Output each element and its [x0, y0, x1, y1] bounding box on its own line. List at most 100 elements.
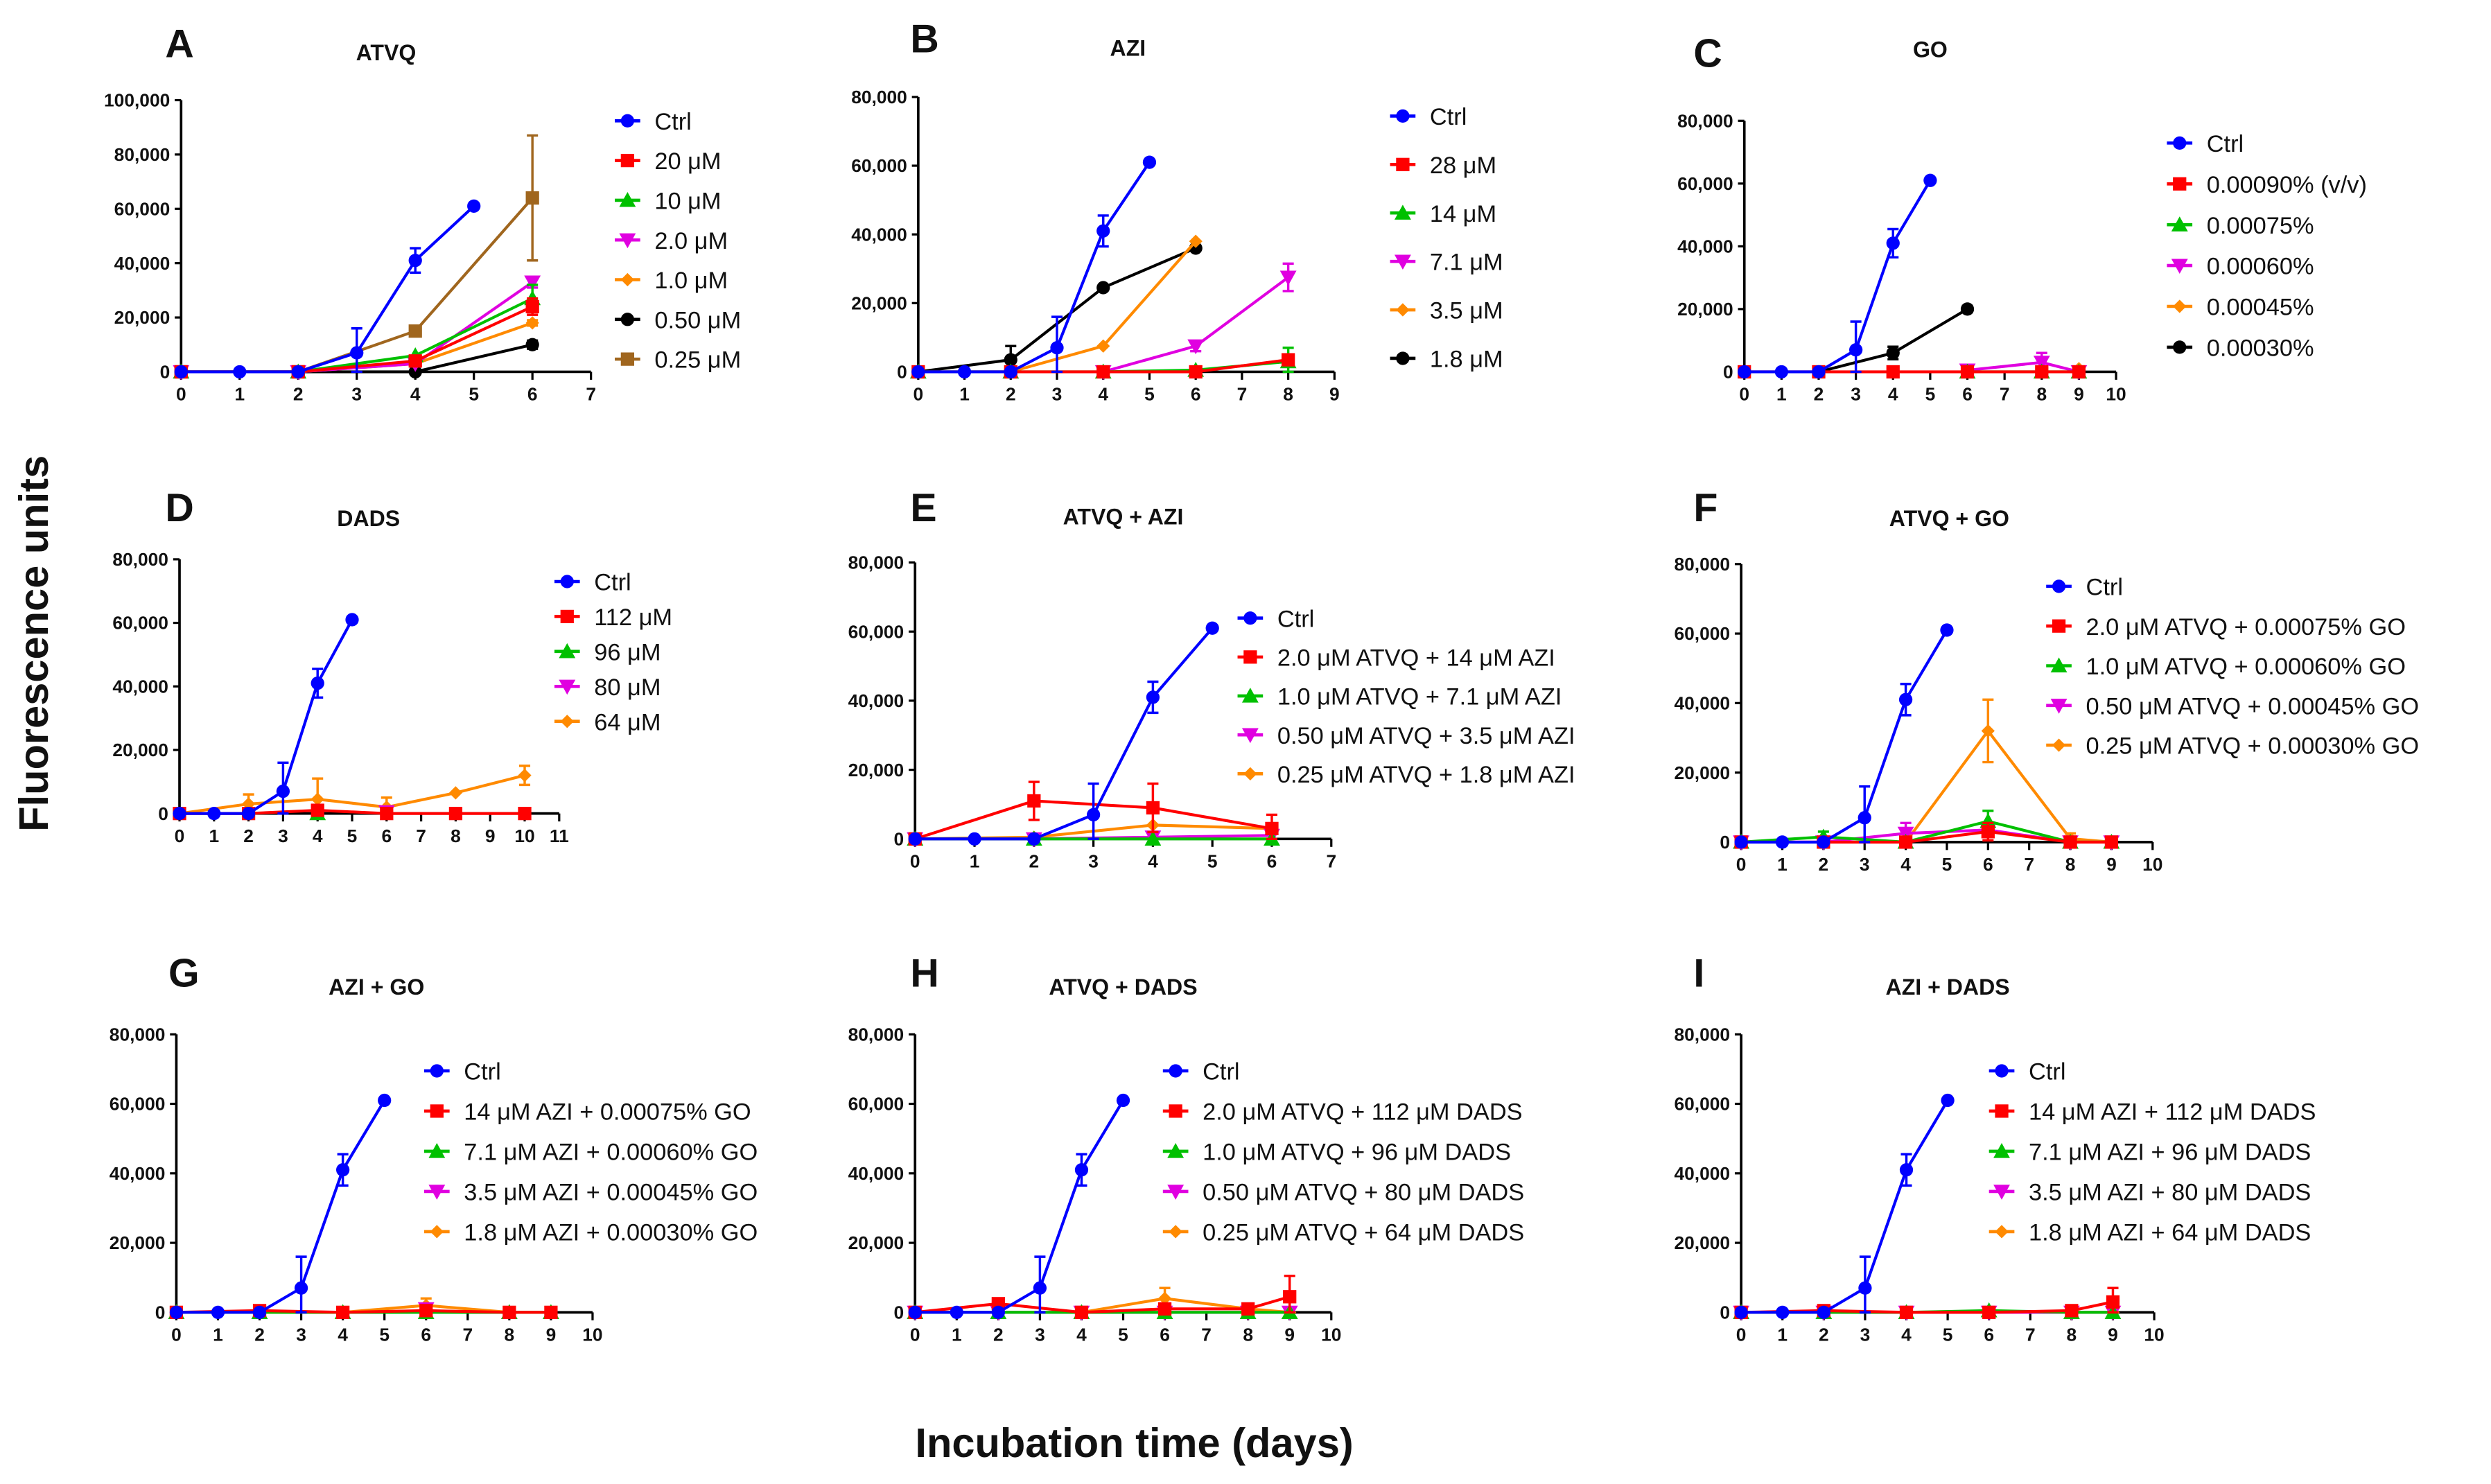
legend-marker [560, 575, 574, 588]
panel-letter: I [1693, 951, 1704, 995]
series-0 [1734, 1093, 1955, 1319]
x-tick-label: 6 [421, 1325, 431, 1345]
x-tick-label: 5 [1942, 854, 1952, 875]
data-point [1738, 365, 1751, 379]
data-point [1982, 1305, 1996, 1319]
x-tick-label: 5 [1943, 1325, 1953, 1345]
legend-marker [2052, 738, 2066, 752]
legend-label: 14 μM [1430, 201, 1496, 227]
x-tick-label: 7 [2025, 1325, 2036, 1345]
data-point [1142, 155, 1157, 169]
data-point [1960, 302, 1975, 316]
x-tick-label: 10 [1321, 1325, 1341, 1345]
legend-marker [559, 643, 576, 658]
panel-letter: F [1693, 486, 1718, 530]
legend-entry: Ctrl [615, 109, 692, 135]
data-point [1157, 1302, 1172, 1316]
y-tick-label: 40,000 [114, 253, 171, 274]
legend-label: Ctrl [2207, 131, 2244, 157]
data-point [408, 254, 422, 268]
x-tick-label: 2 [1819, 854, 1829, 875]
legend-label: 0.50 μM ATVQ + 80 μM DADS [1203, 1180, 1524, 1206]
legend-marker [2173, 340, 2187, 354]
data-point [1187, 339, 1205, 355]
data-point [1074, 1305, 1089, 1319]
series-line [915, 1295, 1291, 1314]
x-tick-label: 6 [1191, 384, 1201, 405]
data-point [908, 1305, 922, 1319]
x-tick-label: 5 [379, 1325, 390, 1345]
legend-entry: 1.0 μM ATVQ + 0.00060% GO [2046, 654, 2406, 680]
legend-entry: Ctrl [2046, 574, 2123, 600]
y-tick-label: 60,000 [112, 613, 168, 634]
data-point [991, 1305, 1005, 1319]
legend-marker [1993, 1185, 2010, 1200]
legend-label: Ctrl [1430, 104, 1467, 130]
legend-label: Ctrl [594, 570, 631, 596]
legend-entry: 1.0 μM [615, 268, 728, 294]
panel-letter: C [1693, 31, 1722, 76]
x-tick-label: 0 [914, 384, 924, 405]
x-tick-label: 3 [1851, 384, 1861, 405]
legend-entry: 3.5 μM AZI + 80 μM DADS [1989, 1180, 2311, 1206]
data-point [1817, 1305, 1830, 1319]
data-point [408, 354, 422, 368]
data-point [1096, 365, 1110, 379]
legend-marker [1241, 728, 1259, 744]
y-tick-label: 80,000 [848, 552, 904, 573]
legend-entry: 14 μM AZI + 112 μM DADS [1989, 1099, 2316, 1126]
data-point [911, 365, 925, 379]
legend-entry: Ctrl [1162, 1059, 1240, 1085]
legend-entry: Ctrl [2167, 131, 2244, 157]
legend-label: Ctrl [1277, 606, 1314, 632]
x-tick-label: 2 [1814, 384, 1824, 405]
legend-entry: 14 μM AZI + 0.00075% GO [423, 1099, 751, 1126]
x-tick-label: 1 [959, 384, 970, 405]
legend-label: 0.50 μM [654, 307, 741, 333]
legend-label: 3.5 μM AZI + 80 μM DADS [2029, 1180, 2311, 1206]
data-point [524, 275, 541, 291]
x-tick-label: 0 [171, 1325, 182, 1345]
x-tick-label: 10 [2106, 384, 2126, 405]
legend-entry: 14 μM [1390, 201, 1496, 227]
legend-label: 0.00060% [2207, 254, 2314, 280]
series-0 [173, 613, 359, 821]
y-tick-label: 80,000 [1675, 1024, 1731, 1045]
legend-marker [1243, 650, 1257, 664]
y-tick-label: 0 [894, 828, 904, 849]
y-tick-label: 0 [1720, 832, 1730, 853]
x-tick-label: 1 [1777, 854, 1788, 875]
x-tick-label: 9 [546, 1325, 557, 1345]
data-point [1050, 341, 1064, 355]
x-tick-label: 9 [2108, 1325, 2118, 1345]
legend-label: 2.0 μM [654, 228, 728, 254]
x-tick-label: 0 [1736, 854, 1747, 875]
data-point [1960, 365, 1975, 379]
panel-b: B AZI 0 20,000 40,000 60,000 80,000 0 1 2 3 4 5 6 7 8 9 C… [851, 17, 1503, 405]
legend-entry: 96 μM [554, 639, 661, 665]
data-point [525, 338, 539, 351]
legend-marker [1995, 1064, 2009, 1078]
series-line [180, 619, 353, 815]
data-point [2106, 1295, 2120, 1309]
legend-label: Ctrl [464, 1059, 500, 1085]
legend-marker [620, 272, 635, 287]
data-point [908, 832, 922, 846]
y-tick-label: 40,000 [1677, 236, 1733, 257]
legend-entry: 1.8 μM [1390, 347, 1503, 373]
data-point [1775, 835, 1790, 849]
legend-label: 20 μM [654, 148, 721, 175]
y-tick-label: 80,000 [1677, 110, 1733, 131]
data-point [525, 191, 539, 205]
y-tick-label: 20,000 [851, 293, 907, 313]
legend-marker [1167, 1143, 1185, 1158]
legend-entry: 0.00030% [2167, 335, 2314, 362]
data-point [350, 346, 364, 360]
data-point [276, 784, 290, 798]
legend-entry: 2.0 μM [615, 228, 728, 254]
legend-entry: 0.50 μM ATVQ + 80 μM DADS [1162, 1180, 1524, 1206]
x-tick-label: 0 [1739, 384, 1749, 405]
data-point [408, 324, 422, 338]
legend-label: 0.25 μM ATVQ + 0.00030% GO [2086, 733, 2420, 760]
y-tick-label: 20,000 [112, 740, 168, 760]
